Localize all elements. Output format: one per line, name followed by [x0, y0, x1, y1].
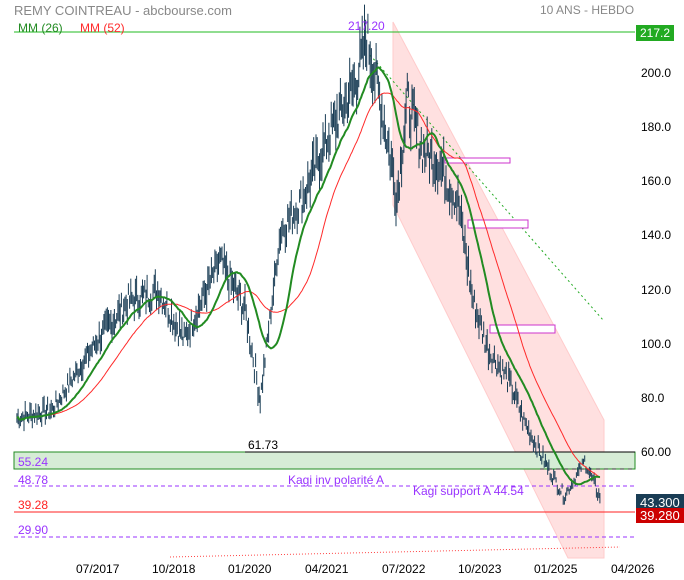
- support-label: 39.28: [18, 498, 49, 512]
- x-tick-label: 01/2025: [534, 562, 578, 576]
- gap-box-1: [467, 219, 529, 229]
- kagi1-label: 48.78: [18, 473, 49, 487]
- ma26-line: [16, 66, 601, 486]
- y-tick-label: 60.00: [641, 445, 672, 459]
- trendline-dotted: [369, 54, 604, 321]
- high-label: 217.20: [348, 19, 385, 33]
- x-tick-label: 04/2026: [611, 562, 655, 576]
- y-tick-label: 100.0: [641, 336, 672, 351]
- kagi-inv-label: Kagi inv polarité A: [288, 473, 385, 487]
- y-tick-label: 80.0: [641, 390, 665, 405]
- zone-label: 55.24: [18, 455, 49, 469]
- x-tick-label: 10/2018: [152, 562, 196, 576]
- x-tick-label: 10/2023: [458, 562, 502, 576]
- chart-title: REMY COINTREAU - abcbourse.com: [14, 3, 232, 18]
- bear-channel: [392, 21, 605, 559]
- legend-ma26: MM (26): [18, 21, 63, 35]
- low-label: 29.90: [18, 523, 49, 537]
- x-tick-label: 07/2022: [382, 562, 426, 576]
- legend-ma52: MM (52): [80, 21, 125, 35]
- y-tick-label: 140.0: [641, 228, 672, 243]
- last-price-tag: 43.300: [636, 494, 684, 511]
- x-tick-label: 04/2021: [305, 562, 349, 576]
- kagi-support-label: Kagi support A 44.54: [413, 484, 524, 498]
- y-tick-label: 160.0: [641, 174, 672, 189]
- gap-box-2: [489, 324, 556, 334]
- x-tick-label: 01/2020: [228, 562, 272, 576]
- y-tick-label: 120.0: [641, 282, 672, 297]
- bottom-trend: [169, 546, 621, 558]
- resist-label: 61.73: [248, 438, 279, 452]
- high-line-tag: 217.2: [636, 25, 675, 41]
- support-tag: 39.280: [636, 508, 684, 523]
- period-label: 10 ANS - HEBDO: [540, 3, 635, 17]
- gap-box-0: [444, 157, 511, 164]
- y-tick-label: 200.0: [641, 66, 672, 81]
- ma52-line: [16, 92, 601, 478]
- y-tick-label: 180.0: [641, 120, 672, 135]
- x-tick-label: 07/2017: [76, 562, 120, 576]
